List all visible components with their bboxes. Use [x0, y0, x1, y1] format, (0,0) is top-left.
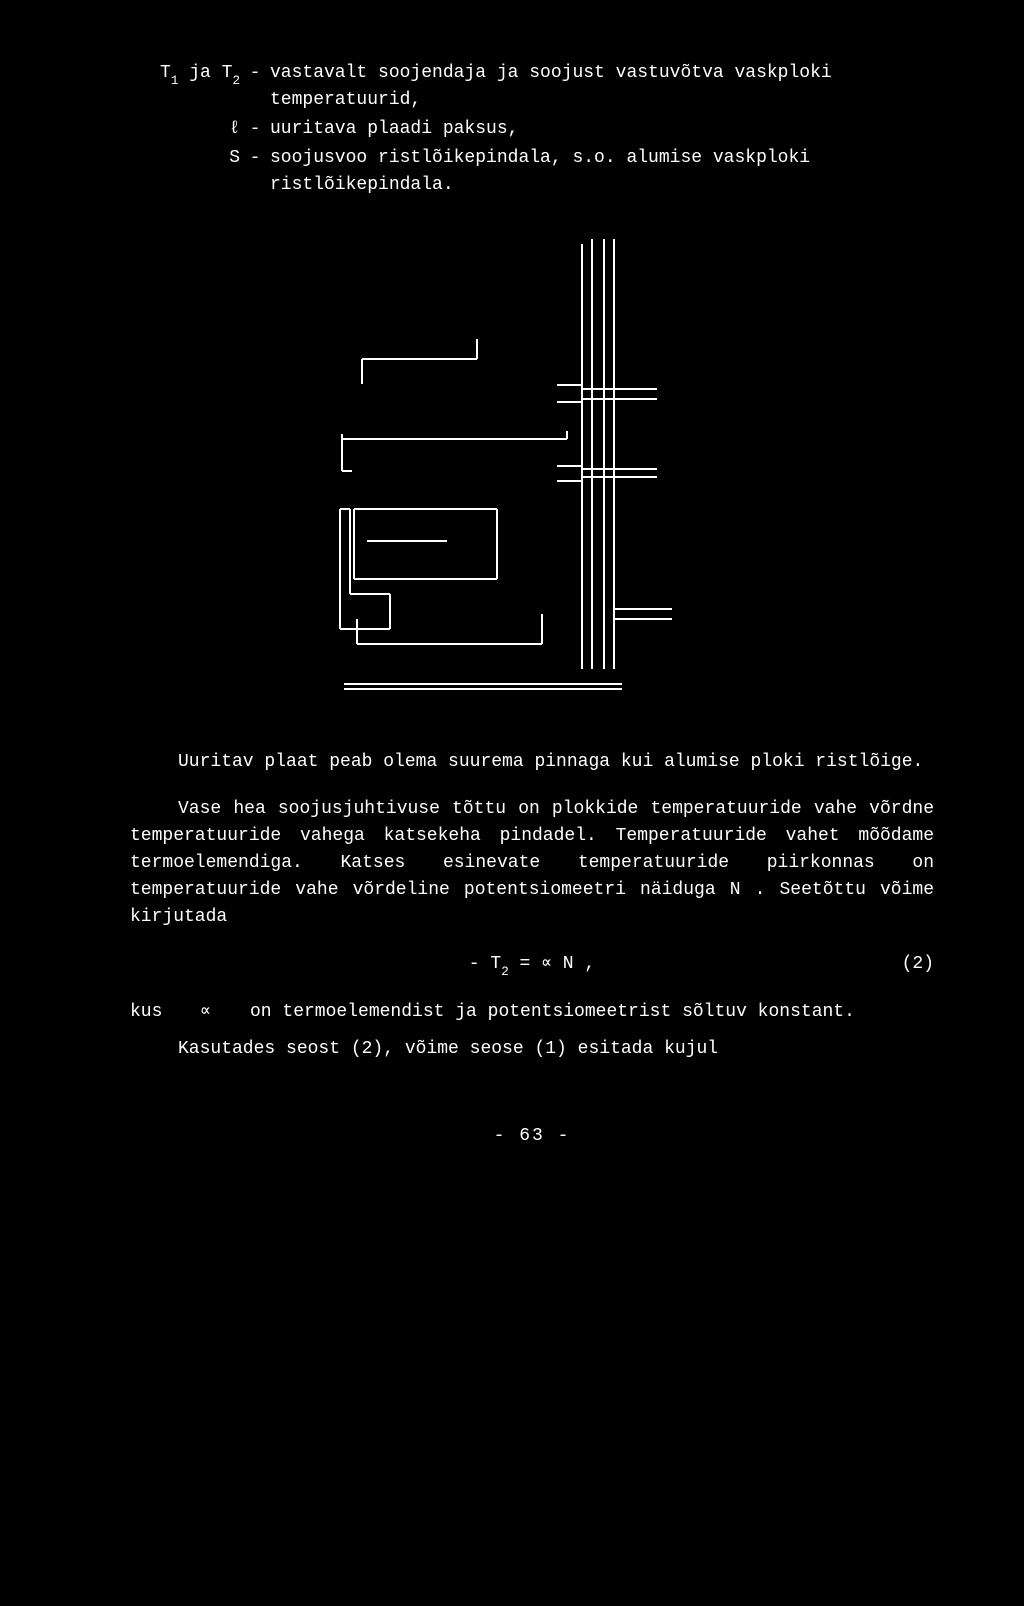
dash: -: [240, 145, 270, 172]
equation-number: (2): [902, 951, 934, 978]
equation-body: - T2 = ∝ N ,: [469, 954, 595, 974]
paragraph: Kasutades seost (2), võime seose (1) esi…: [130, 1036, 934, 1063]
dash: -: [240, 60, 270, 87]
paragraph: Vase hea soojusjuhtivuse tõttu on plokki…: [130, 796, 934, 931]
page-number: - 63 -: [130, 1123, 934, 1150]
apparatus-figure: [130, 239, 934, 699]
symbol-t1-t2: T1 ja T2: [130, 60, 240, 88]
where-label: kus: [130, 999, 200, 1026]
definition-text: uuritava plaadi paksus,: [270, 116, 934, 143]
symbol-l: ℓ: [130, 116, 240, 143]
definition-row: T1 ja T2 - vastavalt soojendaja ja sooju…: [130, 60, 934, 114]
where-description: on termoelemendist ja potentsiomeetrist …: [250, 999, 934, 1026]
symbol-s: S: [130, 145, 240, 172]
equation: - T2 = ∝ N , (2): [130, 951, 934, 979]
where-clause: kus ∝ on termoelemendist ja potentsiomee…: [130, 999, 934, 1026]
definition-text: vastavalt soojendaja ja soojust vastuvõt…: [270, 60, 934, 114]
paragraph: Uuritav plaat peab olema suurema pinnaga…: [130, 749, 934, 776]
apparatus-diagram-svg: [322, 239, 742, 699]
dash: -: [240, 116, 270, 143]
definitions-list: T1 ja T2 - vastavalt soojendaja ja sooju…: [130, 60, 934, 199]
definition-row: S - soojusvoo ristlõikepindala, s.o. alu…: [130, 145, 934, 199]
definition-row: ℓ - uuritava plaadi paksus,: [130, 116, 934, 143]
definition-text: soojusvoo ristlõikepindala, s.o. alumise…: [270, 145, 934, 199]
where-symbol: ∝: [200, 999, 250, 1026]
